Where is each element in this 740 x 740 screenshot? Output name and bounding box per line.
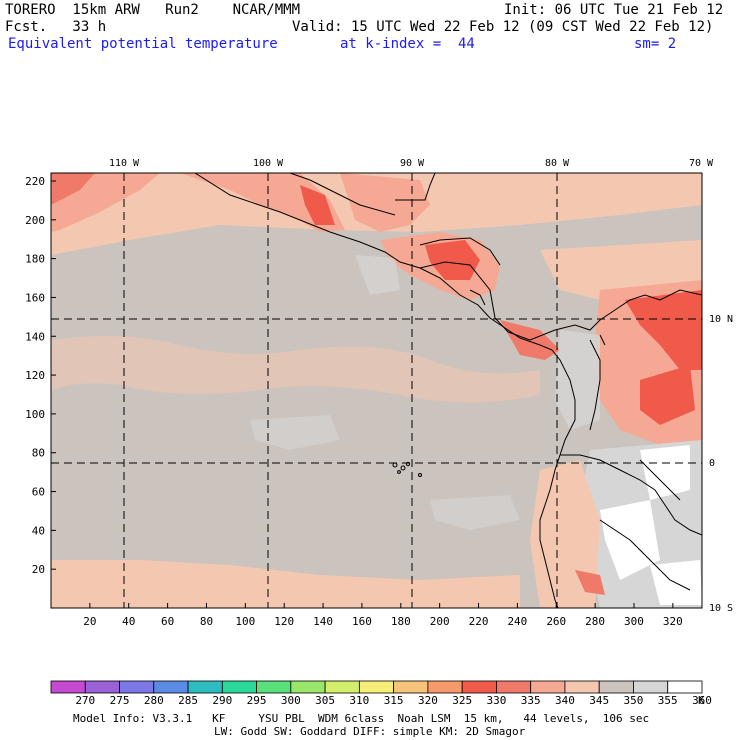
colorbar: 270 275 280 285 290 295 300 305 310 315 320 325 330 3… [50, 680, 712, 707]
colorbar-swatch [290, 680, 326, 694]
colorbar-swatch [427, 680, 463, 694]
colorbar-label: 355 [658, 694, 678, 707]
colorbar-swatch [393, 680, 429, 694]
x-tick-label: 40 [122, 615, 135, 628]
x-tick-label: 300 [624, 615, 644, 628]
x-tick-label: 240 [507, 615, 527, 628]
colorbar-label: 275 [110, 694, 130, 707]
colorbar-swatch [358, 680, 395, 694]
x-axis: 20 40 60 80 100 120 140 160 180 200 220 240 260 280 30… [83, 603, 683, 628]
x-tick-label: 180 [391, 615, 411, 628]
y-tick-label: 200 [25, 214, 45, 227]
colorbar-swatch [221, 680, 257, 694]
y-tick-label: 180 [25, 253, 45, 266]
colorbar-label: 285 [178, 694, 198, 707]
colorbar-label: 310 [349, 694, 369, 707]
colorbar-unit: K [698, 694, 705, 707]
colorbar-label: 280 [144, 694, 164, 707]
map-frame [50, 172, 703, 609]
colorbar-swatch [530, 680, 566, 694]
colorbar-swatch [256, 680, 292, 694]
colorbar-label: 320 [418, 694, 438, 707]
lat-label: 0 [709, 458, 715, 469]
colorbar-label: 290 [212, 694, 232, 707]
x-tick-label: 80 [200, 615, 213, 628]
colorbar-label: 340 [555, 694, 575, 707]
smoothing: sm= 2 [634, 36, 677, 52]
y-tick-label: 80 [32, 447, 45, 460]
coastlines [194, 173, 702, 608]
colorbar-swatch [50, 680, 86, 694]
colorbar-swatch [324, 680, 360, 694]
x-tick-label: 20 [83, 615, 96, 628]
colorbar-swatch [564, 680, 600, 694]
colorbar-swatch [84, 680, 120, 694]
lon-label: 90 W [400, 158, 425, 169]
y-tick-label: 160 [25, 291, 45, 304]
init-time: Init: 06 UTC Tue 21 Feb 12 [504, 2, 724, 18]
colorbar-swatch [119, 680, 155, 694]
lat-label: 10 S [709, 603, 733, 614]
colorbar-swatch [633, 680, 669, 694]
x-tick-label: 160 [352, 615, 372, 628]
colorbar-label: 330 [486, 694, 506, 707]
colorbar-label: 325 [452, 694, 472, 707]
y-axis: 20 40 60 80 100 120 140 160 180 200 220 [25, 175, 56, 576]
x-tick-label: 140 [313, 615, 333, 628]
x-tick-label: 320 [663, 615, 683, 628]
x-tick-label: 100 [235, 615, 255, 628]
physics-info: LW: Godd SW: Goddard DIFF: simple KM: 2D… [214, 725, 526, 738]
colorbar-label: 335 [521, 694, 541, 707]
forecast-hour: Fcst. 33 h [5, 19, 107, 35]
x-tick-label: 220 [469, 615, 489, 628]
colorbar-swatch [153, 680, 189, 694]
colorbar-label: 350 [624, 694, 644, 707]
valid-time: Valid: 15 UTC Wed 22 Feb 12 (09 CST Wed … [292, 19, 714, 35]
model-title: TORERO 15km ARW Run2 NCAR/MMM [5, 2, 301, 18]
field-name: Equivalent potential temperature [8, 36, 278, 52]
map-field [51, 173, 702, 608]
colorbar-swatch [187, 680, 223, 694]
x-tick-label: 120 [274, 615, 294, 628]
level-index: at k-index = 44 [340, 36, 475, 52]
x-tick-label: 200 [430, 615, 450, 628]
y-tick-label: 220 [25, 175, 45, 188]
colorbar-swatch [461, 680, 497, 694]
colorbar-label: 300 [281, 694, 301, 707]
lon-label: 100 W [253, 158, 284, 169]
y-tick-label: 40 [32, 524, 45, 537]
y-tick-label: 60 [32, 486, 45, 499]
lat-label: 10 N [709, 314, 733, 325]
colorbar-swatch [496, 680, 532, 694]
x-tick-label: 60 [161, 615, 174, 628]
graticule [51, 173, 702, 608]
y-tick-label: 120 [25, 369, 45, 382]
colorbar-label: 315 [384, 694, 404, 707]
lon-label: 110 W [109, 158, 140, 169]
y-tick-label: 20 [32, 563, 45, 576]
x-tick-label: 260 [546, 615, 566, 628]
colorbar-label: 270 [75, 694, 95, 707]
x-tick-label: 280 [585, 615, 605, 628]
colorbar-label: 305 [315, 694, 335, 707]
colorbar-label: 360 [692, 694, 712, 707]
lon-label: 70 W [689, 158, 714, 169]
y-tick-label: 100 [25, 408, 45, 421]
model-info: Model Info: V3.3.1 KF YSU PBL WDM 6class… [73, 712, 650, 725]
colorbar-swatch [598, 680, 634, 694]
colorbar-label: 345 [589, 694, 609, 707]
colorbar-swatch [667, 680, 703, 694]
lon-label: 80 W [545, 158, 570, 169]
colorbar-label: 295 [247, 694, 267, 707]
y-tick-label: 140 [25, 330, 45, 343]
